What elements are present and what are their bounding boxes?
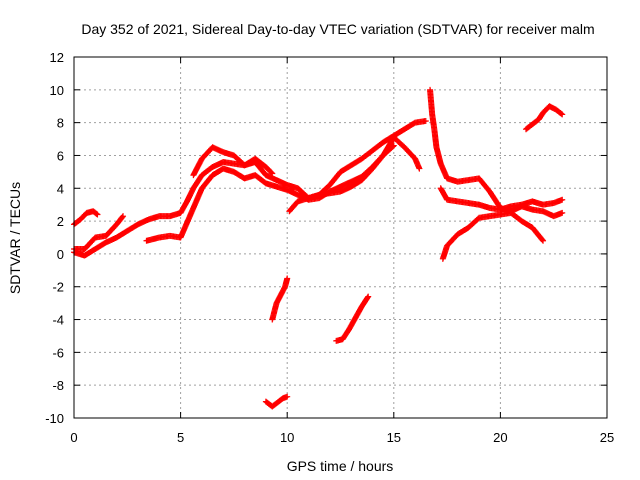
data-point-marker [120, 213, 127, 220]
series-arc-a [71, 208, 101, 228]
series-arc-k [437, 185, 566, 213]
y-tick-label: -6 [52, 345, 64, 360]
y-tick-label: -10 [45, 411, 64, 426]
series-arc-l [439, 209, 547, 262]
data-point-marker [559, 111, 566, 118]
plot-frame [73, 56, 608, 419]
x-tick-label: 5 [177, 430, 184, 445]
y-tick-label: -4 [52, 313, 64, 328]
x-tick-label: 25 [600, 430, 614, 445]
series-arc-c [71, 213, 127, 252]
series-arc-b [71, 117, 429, 259]
y-tick-label: 0 [57, 247, 64, 262]
y-tick-label: 10 [50, 83, 64, 98]
chart-title: Day 352 of 2021, Sidereal Day-to-day VTE… [81, 21, 594, 37]
data-point-marker [93, 210, 100, 217]
x-tick-label: 0 [70, 430, 77, 445]
series-arc-g [262, 393, 291, 410]
data-point-marker [284, 275, 291, 282]
data-point-marker [558, 110, 565, 117]
series-arc-i [286, 134, 423, 215]
data-point-marker [540, 237, 547, 244]
data-point-marker [269, 170, 276, 177]
y-tick-label: 4 [57, 181, 64, 196]
data-point-marker [268, 169, 275, 176]
data-point-marker [422, 117, 429, 124]
series-arc-f [269, 275, 291, 323]
data-point-marker [364, 294, 371, 301]
data-point-marker [559, 196, 566, 203]
x-axis-label: GPS time / hours [287, 458, 394, 474]
y-tick-label: -2 [52, 280, 64, 295]
data-point-marker [119, 214, 126, 221]
y-tick-label: -8 [52, 378, 64, 393]
data-point-marker [539, 236, 546, 243]
y-tick-label: 8 [57, 116, 64, 131]
data-point-marker [365, 293, 372, 300]
series-arc-m [522, 103, 566, 133]
y-tick-label: 2 [57, 214, 64, 229]
y-tick-label: 12 [50, 50, 64, 65]
data-point-marker [559, 209, 566, 216]
y-tick-label: 6 [57, 148, 64, 163]
series-arc-e [190, 144, 276, 179]
data-marks [71, 86, 566, 410]
y-axis-label: SDTVAR / TECUs [7, 182, 23, 294]
x-tick-label: 15 [387, 430, 401, 445]
x-tick-label: 10 [280, 430, 294, 445]
data-point-marker [284, 393, 291, 400]
data-point-marker [416, 165, 423, 172]
series-arc-h [333, 293, 372, 344]
data-point-marker [94, 211, 101, 218]
axis-ticks: 0 5 10 15 20 25 -10 -8 -6 -4 -2 0 2 4 6 8 10 12 [45, 50, 614, 445]
x-tick-label: 20 [493, 430, 507, 445]
